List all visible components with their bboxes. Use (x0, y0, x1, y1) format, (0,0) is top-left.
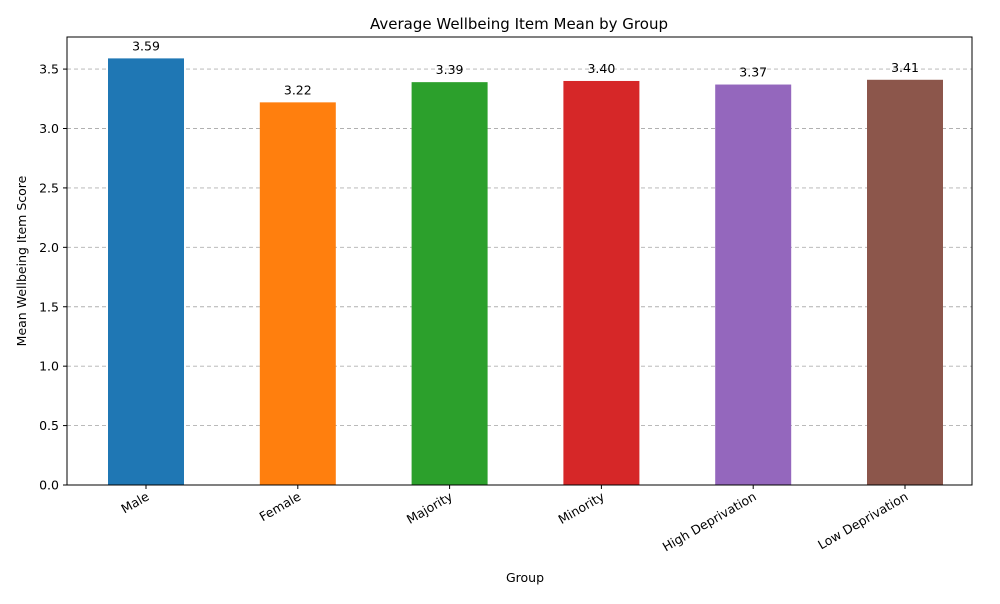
x-axis-label: Group (506, 570, 544, 585)
bar-value-label: 3.22 (284, 82, 312, 97)
x-tick-label: Female (257, 488, 304, 524)
bar-value-label: 3.40 (587, 61, 615, 76)
y-tick-label: 0.0 (39, 478, 59, 493)
x-tick-label: High Deprivation (660, 489, 759, 555)
x-axis: Male Female Majority Minority High Deprivati… (118, 485, 911, 555)
bar-value-label: 3.39 (436, 62, 464, 77)
bar-majority (411, 82, 488, 486)
y-tick-label: 3.5 (39, 62, 59, 77)
bar-low-deprivation (867, 79, 943, 485)
y-tick-label: 0.5 (39, 418, 59, 433)
x-tick-label: Low Deprivation (815, 489, 910, 553)
y-tick-label: 2.0 (39, 240, 59, 255)
y-tick-label: 3.0 (39, 121, 59, 136)
bar-male (108, 58, 184, 485)
y-axis-label: Mean Wellbeing Item Score (14, 175, 29, 346)
chart-title: Average Wellbeing Item Mean by Group (370, 15, 668, 33)
grid-layer (67, 68, 972, 486)
bar-value-label: 3.59 (132, 38, 160, 53)
y-axis: 0.0 0.5 1.0 1.5 2.0 2.5 3.0 3.5 (39, 62, 67, 493)
y-tick-label: 2.5 (39, 180, 59, 195)
bar-high-deprivation (715, 84, 792, 486)
data-labels-layer: 3.59 3.22 3.39 3.40 3.37 3.41 (132, 38, 919, 97)
bar-value-label: 3.41 (891, 60, 919, 75)
bars-layer (108, 58, 943, 486)
x-tick-label: Majority (404, 488, 456, 527)
y-tick-label: 1.0 (39, 359, 59, 374)
bar-female (259, 102, 336, 485)
bar-minority (563, 80, 640, 485)
bar-value-label: 3.37 (739, 65, 767, 80)
x-tick-label: Minority (555, 488, 607, 527)
y-tick-label: 1.5 (39, 299, 59, 314)
plot-frame (66, 36, 973, 486)
x-tick-label: Male (118, 488, 151, 516)
